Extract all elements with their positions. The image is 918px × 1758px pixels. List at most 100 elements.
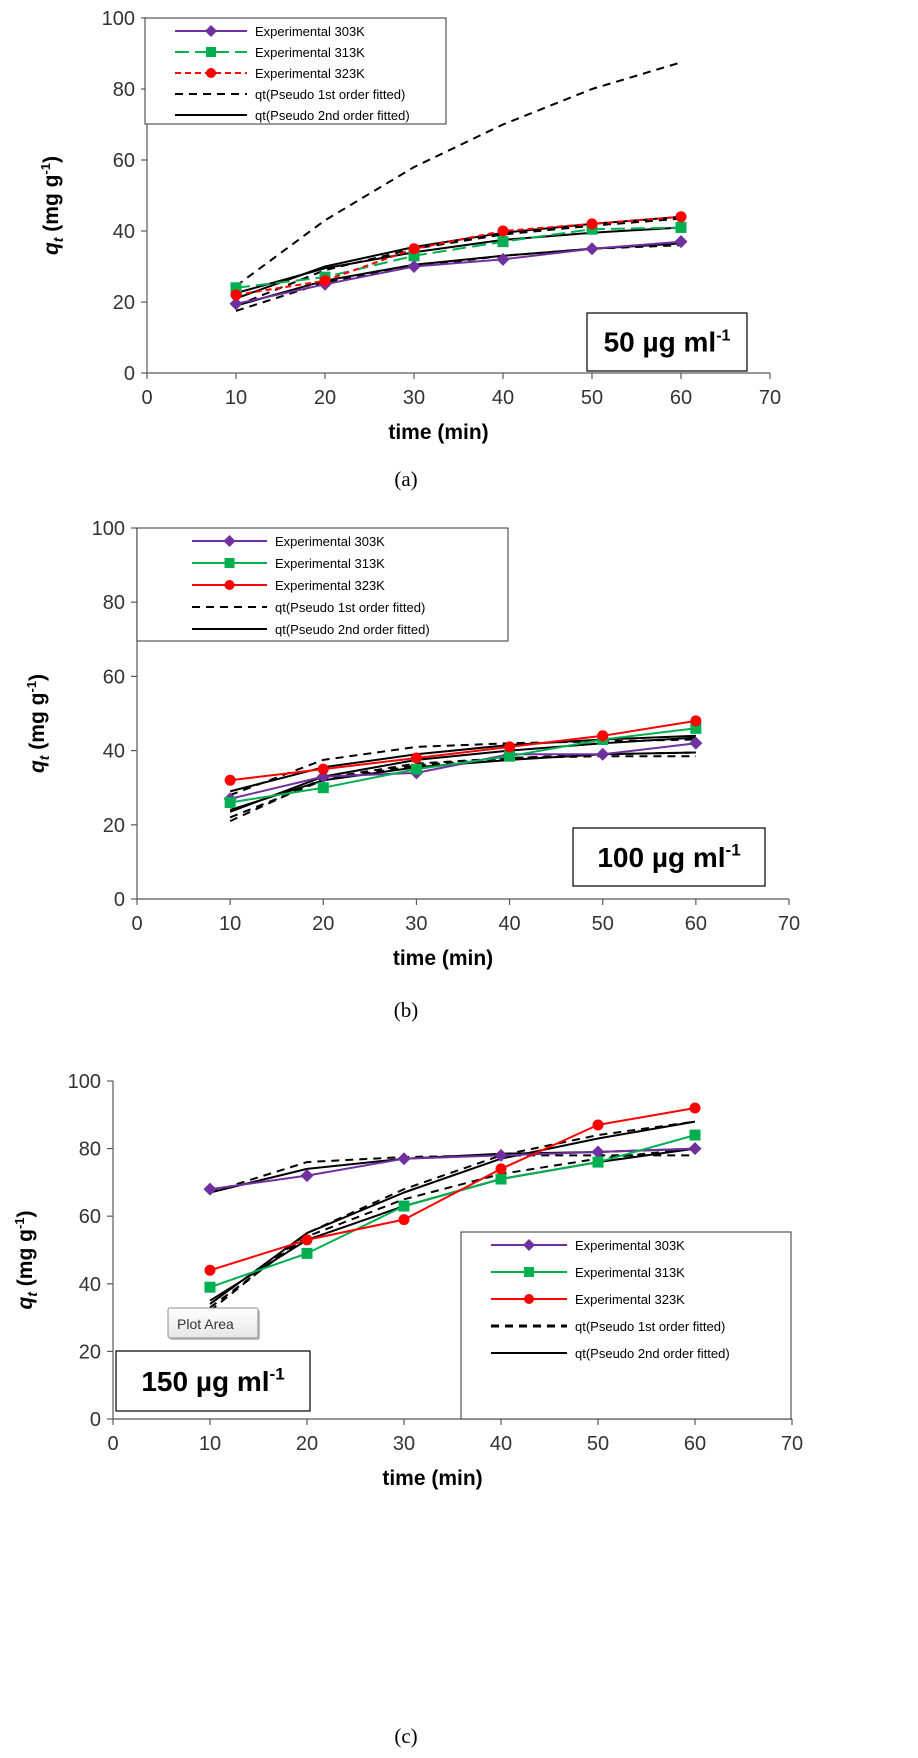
legend-label: Experimental 303K bbox=[575, 1238, 685, 1253]
data-point bbox=[301, 1234, 313, 1246]
annotation-box bbox=[586, 312, 748, 372]
y-tick-label: 60 bbox=[103, 666, 125, 688]
data-point bbox=[688, 1142, 702, 1156]
legend: Experimental 303K Experimental 313K Experi… bbox=[460, 1231, 792, 1420]
data-point bbox=[689, 1102, 701, 1114]
series-line bbox=[235, 61, 682, 287]
y-tick-label: 100 bbox=[92, 518, 125, 540]
data-point bbox=[203, 1182, 217, 1196]
legend: Experimental 303K Experimental 313K Experi… bbox=[136, 527, 509, 642]
legend-label: Experimental 303K bbox=[255, 24, 365, 39]
series-line bbox=[229, 738, 696, 797]
y-axis-label-sub: t bbox=[50, 236, 66, 242]
chart-panel-b: 0 10 20 30 40 50 60 70 0 20 40 60 80 100 time (min) qt … bbox=[24, 518, 800, 1022]
x-tick-label: 10 bbox=[219, 913, 241, 935]
annotation-box bbox=[115, 1350, 311, 1412]
legend-label: qt(Pseudo 1st order fitted) bbox=[275, 600, 425, 615]
data-point bbox=[230, 282, 242, 294]
y-axis-label-sub: t bbox=[24, 1291, 40, 1297]
legend-marker bbox=[523, 1239, 535, 1251]
legend-label: qt(Pseudo 2nd order fitted) bbox=[575, 1346, 730, 1361]
x-tick-label: 60 bbox=[670, 387, 692, 409]
y-axis-label: qt (mg g-1) bbox=[12, 1210, 40, 1309]
data-point bbox=[407, 260, 421, 273]
x-tick-label: 0 bbox=[107, 1433, 118, 1455]
data-point bbox=[317, 763, 329, 775]
data-point bbox=[410, 752, 422, 764]
y-tick-label: 20 bbox=[113, 292, 135, 314]
data-point bbox=[398, 1200, 410, 1212]
y-axis-label-q: q bbox=[14, 1297, 37, 1310]
data-point bbox=[585, 242, 599, 256]
x-tick-label: 60 bbox=[684, 1433, 706, 1455]
legend-box bbox=[460, 1231, 792, 1420]
data-point bbox=[204, 1264, 216, 1276]
data-point bbox=[495, 1163, 507, 1175]
data-point bbox=[301, 1247, 313, 1259]
y-axis-label-sub: t bbox=[36, 754, 52, 760]
data-point bbox=[596, 747, 610, 761]
x-tick-label: 20 bbox=[312, 913, 334, 935]
x-tick-label: 20 bbox=[296, 1433, 318, 1455]
data-point bbox=[410, 763, 422, 775]
data-point bbox=[496, 252, 510, 266]
concentration-annotation: 50 µg ml-1 bbox=[586, 312, 748, 372]
data-point bbox=[690, 715, 702, 727]
concentration-annotation: 150 µg ml-1 bbox=[115, 1350, 311, 1412]
panel-caption: (b) bbox=[394, 998, 419, 1022]
annotation-text: 150 µg ml-1 bbox=[141, 1364, 284, 1397]
y-tick-label: 60 bbox=[113, 150, 135, 172]
data-point bbox=[675, 221, 687, 233]
legend-marker bbox=[206, 47, 216, 57]
legend-label: qt(Pseudo 1st order fitted) bbox=[575, 1319, 725, 1334]
y-axis-label-close: ) bbox=[40, 156, 63, 163]
annotation-sup: -1 bbox=[716, 327, 730, 344]
annotation-sup: -1 bbox=[270, 1364, 285, 1383]
data-point bbox=[224, 774, 236, 786]
y-axis-label-sup: -1 bbox=[12, 1217, 27, 1229]
legend-marker bbox=[224, 558, 235, 568]
y-tick-label: 80 bbox=[103, 592, 125, 614]
x-axis-label: time (min) bbox=[393, 947, 493, 970]
data-point bbox=[494, 1148, 508, 1162]
x-tick-label: 40 bbox=[492, 387, 514, 409]
y-axis-label-close: ) bbox=[26, 674, 49, 681]
y-tick-label: 40 bbox=[103, 741, 125, 763]
legend-marker bbox=[224, 580, 235, 590]
x-tick-label: 70 bbox=[778, 913, 800, 935]
x-axis-label: time (min) bbox=[388, 421, 488, 444]
data-point bbox=[229, 297, 243, 311]
data-point bbox=[689, 1129, 701, 1141]
data-point bbox=[592, 1156, 604, 1168]
x-tick-label: 30 bbox=[393, 1433, 415, 1455]
data-point bbox=[504, 741, 516, 753]
y-tick-label: 0 bbox=[124, 363, 135, 385]
chart-panel-a: 0 10 20 30 40 50 60 70 0 20 40 60 80 100 time (min) qt … bbox=[38, 8, 781, 491]
y-axis-label-close: ) bbox=[14, 1210, 37, 1217]
chart-panel-c: 0 10 20 30 40 50 60 70 0 20 40 60 80 100 time (min) qt … bbox=[12, 1071, 803, 1748]
x-tick-label: 0 bbox=[141, 387, 152, 409]
y-axis-label-sup: -1 bbox=[38, 163, 53, 175]
legend-marker bbox=[206, 68, 216, 78]
legend-label: Experimental 323K bbox=[255, 66, 365, 81]
data-point bbox=[592, 1119, 604, 1131]
y-tick-label: 40 bbox=[79, 1274, 101, 1296]
data-point bbox=[398, 1214, 410, 1226]
annotation-text: 100 µg ml-1 bbox=[597, 840, 740, 873]
data-point bbox=[230, 289, 242, 301]
data-point bbox=[300, 1169, 314, 1183]
data-point bbox=[675, 211, 687, 223]
concentration-annotation: 100 µg ml-1 bbox=[572, 827, 766, 887]
plot-area-tooltip: Plot Area bbox=[167, 1307, 260, 1340]
panel-caption: (c) bbox=[394, 1724, 417, 1748]
series-line bbox=[209, 1147, 696, 1191]
data-point bbox=[586, 218, 598, 230]
y-axis-label-q: q bbox=[26, 760, 49, 773]
data-point bbox=[674, 235, 688, 249]
y-axis-label-sup: -1 bbox=[24, 681, 39, 693]
y-tick-label: 100 bbox=[102, 8, 135, 30]
data-point bbox=[224, 797, 236, 809]
x-tick-label: 50 bbox=[581, 387, 603, 409]
data-point bbox=[597, 730, 609, 742]
y-axis-label-units: (mg g bbox=[14, 1229, 37, 1292]
